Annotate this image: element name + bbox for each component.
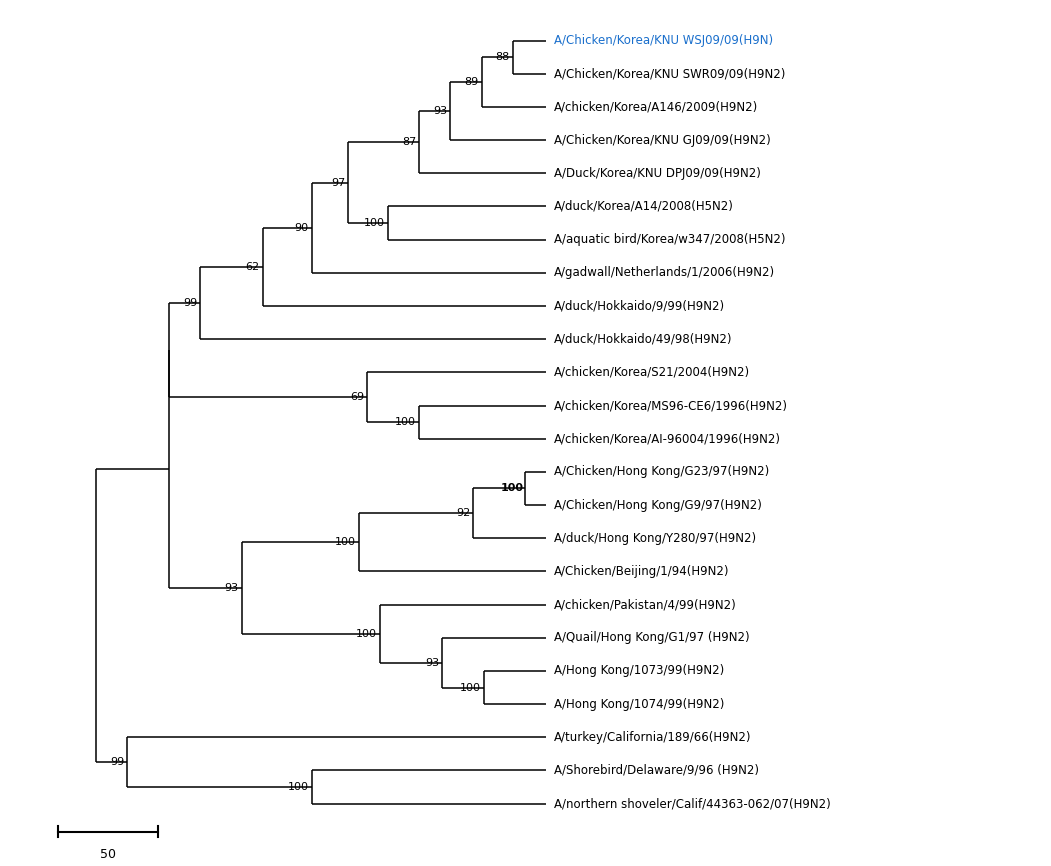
Text: A/Chicken/Korea/KNU WSJ09/09(H9N): A/Chicken/Korea/KNU WSJ09/09(H9N): [554, 34, 772, 47]
Text: 89: 89: [465, 77, 478, 87]
Text: 50: 50: [101, 849, 117, 862]
Text: 69: 69: [350, 392, 364, 402]
Text: 90: 90: [294, 223, 309, 233]
Text: A/chicken/Pakistan/4/99(H9N2): A/chicken/Pakistan/4/99(H9N2): [554, 598, 737, 611]
Text: 99: 99: [183, 298, 197, 308]
Text: A/Quail/Hong Kong/G1/97 (H9N2): A/Quail/Hong Kong/G1/97 (H9N2): [554, 631, 749, 644]
Text: 100: 100: [500, 483, 523, 494]
Text: A/Hong Kong/1073/99(H9N2): A/Hong Kong/1073/99(H9N2): [554, 664, 724, 677]
Text: A/Chicken/Korea/KNU SWR09/09(H9N2): A/Chicken/Korea/KNU SWR09/09(H9N2): [554, 68, 785, 81]
Text: A/chicken/Korea/MS96-CE6/1996(H9N2): A/chicken/Korea/MS96-CE6/1996(H9N2): [554, 399, 787, 412]
Text: A/chicken/Korea/S21/2004(H9N2): A/chicken/Korea/S21/2004(H9N2): [554, 365, 749, 378]
Text: 97: 97: [331, 178, 345, 188]
Text: A/duck/Hokkaido/9/99(H9N2): A/duck/Hokkaido/9/99(H9N2): [554, 300, 725, 313]
Text: 100: 100: [288, 782, 309, 792]
Text: A/Chicken/Korea/KNU GJ09/09(H9N2): A/Chicken/Korea/KNU GJ09/09(H9N2): [554, 133, 770, 146]
Text: A/turkey/California/189/66(H9N2): A/turkey/California/189/66(H9N2): [554, 731, 751, 744]
Text: A/duck/Korea/A14/2008(H5N2): A/duck/Korea/A14/2008(H5N2): [554, 200, 734, 213]
Text: A/duck/Hokkaido/49/98(H9N2): A/duck/Hokkaido/49/98(H9N2): [554, 333, 733, 346]
Text: 100: 100: [355, 629, 376, 638]
Text: 100: 100: [459, 682, 480, 693]
Text: A/Duck/Korea/KNU DPJ09/09(H9N2): A/Duck/Korea/KNU DPJ09/09(H9N2): [554, 167, 761, 180]
Text: 93: 93: [433, 106, 448, 116]
Text: A/Hong Kong/1074/99(H9N2): A/Hong Kong/1074/99(H9N2): [554, 698, 724, 711]
Text: 100: 100: [334, 538, 355, 547]
Text: A/chicken/Korea/AI-96004/1996(H9N2): A/chicken/Korea/AI-96004/1996(H9N2): [554, 432, 781, 445]
Text: 99: 99: [109, 757, 124, 767]
Text: 93: 93: [225, 583, 239, 593]
Text: 88: 88: [496, 52, 510, 62]
Text: A/northern shoveler/Calif/44363-062/07(H9N2): A/northern shoveler/Calif/44363-062/07(H…: [554, 797, 830, 810]
Text: A/aquatic bird/Korea/w347/2008(H5N2): A/aquatic bird/Korea/w347/2008(H5N2): [554, 233, 785, 246]
Text: A/Shorebird/Delaware/9/96 (H9N2): A/Shorebird/Delaware/9/96 (H9N2): [554, 764, 759, 777]
Text: 62: 62: [246, 262, 260, 272]
Text: 100: 100: [364, 218, 385, 228]
Text: A/chicken/Korea/A146/2009(H9N2): A/chicken/Korea/A146/2009(H9N2): [554, 100, 758, 113]
Text: A/Chicken/Beijing/1/94(H9N2): A/Chicken/Beijing/1/94(H9N2): [554, 565, 729, 578]
Text: 92: 92: [456, 508, 470, 519]
Text: 100: 100: [395, 417, 416, 427]
Text: A/Chicken/Hong Kong/G23/97(H9N2): A/Chicken/Hong Kong/G23/97(H9N2): [554, 465, 769, 478]
Text: A/gadwall/Netherlands/1/2006(H9N2): A/gadwall/Netherlands/1/2006(H9N2): [554, 266, 775, 280]
Text: 93: 93: [425, 657, 439, 668]
Text: 87: 87: [401, 137, 416, 147]
Text: A/duck/Hong Kong/Y280/97(H9N2): A/duck/Hong Kong/Y280/97(H9N2): [554, 532, 756, 545]
Text: A/Chicken/Hong Kong/G9/97(H9N2): A/Chicken/Hong Kong/G9/97(H9N2): [554, 499, 762, 512]
